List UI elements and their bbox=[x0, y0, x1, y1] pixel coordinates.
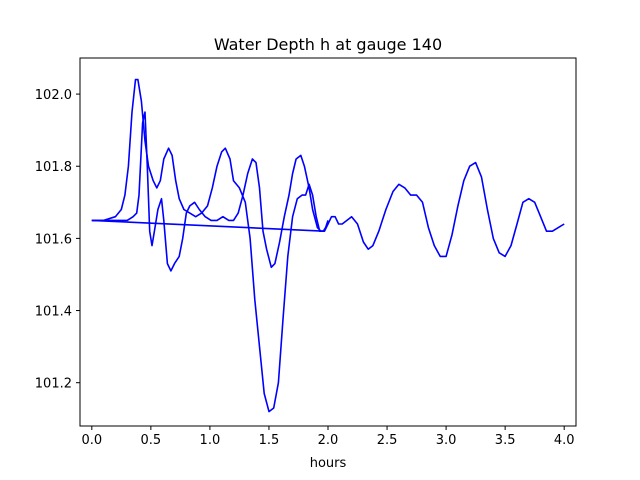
y-tick-label: 101.8 bbox=[35, 160, 72, 175]
y-tick-label: 102.0 bbox=[35, 88, 72, 103]
y-tick-label: 101.6 bbox=[35, 232, 72, 247]
series-line-1 bbox=[91, 78, 329, 413]
x-tick-label: 4.0 bbox=[554, 433, 575, 448]
chart-title: Water Depth h at gauge 140 bbox=[214, 35, 442, 54]
x-tick-label: 0.5 bbox=[141, 433, 162, 448]
x-tick-label: 2.0 bbox=[318, 433, 339, 448]
x-tick-label: 3.0 bbox=[436, 433, 457, 448]
series-line-3 bbox=[91, 219, 325, 232]
x-tick-label: 2.5 bbox=[377, 433, 398, 448]
x-tick-label: 3.5 bbox=[495, 433, 516, 448]
plot-frame bbox=[79, 57, 577, 427]
series-lines bbox=[91, 78, 565, 413]
series-line-2 bbox=[91, 111, 565, 272]
y-tick-label: 101.2 bbox=[35, 377, 72, 392]
x-tick-label: 1.0 bbox=[200, 433, 221, 448]
x-tick-label: 1.5 bbox=[259, 433, 280, 448]
x-tick-label: 0.0 bbox=[81, 433, 102, 448]
axis-ticks: 0.0 0.5 1.0 1.5 2.0 2.5 3.0 3.5 4.0 101.2 101.4 101… bbox=[35, 88, 575, 448]
y-tick-label: 101.4 bbox=[35, 305, 72, 320]
x-axis-label: hours bbox=[310, 456, 347, 471]
